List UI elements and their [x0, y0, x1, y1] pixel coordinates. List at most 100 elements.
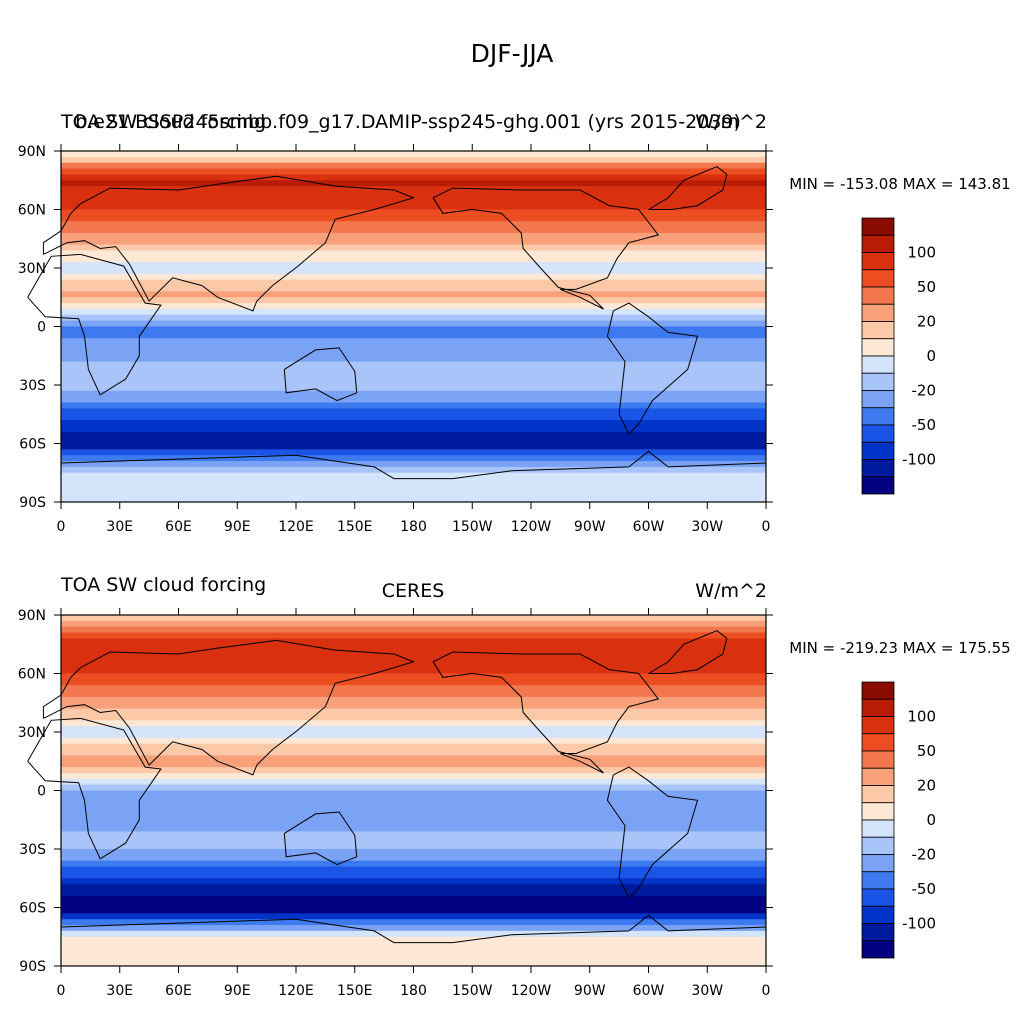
field-band: [61, 209, 766, 216]
field-band: [61, 250, 766, 257]
field-band: [61, 849, 766, 856]
field-band: [61, 930, 766, 938]
field-band: [61, 854, 766, 862]
colorbar-label: 20: [917, 313, 936, 331]
field-band: [61, 837, 766, 844]
field-band: [61, 889, 766, 897]
field-band: [61, 186, 766, 193]
field-band: [61, 919, 766, 926]
field-band: [61, 632, 766, 639]
field-band: [61, 431, 766, 439]
field-band: [61, 437, 766, 445]
colorbar-swatch: [861, 836, 895, 855]
field-band: [61, 755, 766, 762]
panel-title-left: TOA SW cloud forcing: [60, 111, 266, 133]
x-tick-label: 150E: [337, 983, 373, 999]
x-tick-label: 30W: [691, 983, 723, 999]
y-tick-label: 60S: [19, 901, 46, 917]
field-band: [61, 156, 766, 164]
field-band: [61, 332, 766, 339]
field-band: [61, 948, 766, 955]
field-band: [61, 732, 766, 739]
field-band: [61, 344, 766, 351]
field-band: [61, 620, 766, 628]
field-band: [61, 720, 766, 727]
field-band: [61, 778, 766, 786]
colorbar-label: -50: [912, 416, 937, 434]
colorbar-label: -20: [912, 846, 937, 864]
axes-model: 0 30E 60E 90E 120E 150E 180 150W 120W 90W 60W 30W 09…: [18, 144, 773, 535]
coastline: [283, 811, 358, 866]
map-field-model: [27, 151, 767, 503]
field-band: [61, 320, 766, 328]
x-tick-label: 90W: [574, 983, 606, 999]
colorbar-swatch: [861, 854, 895, 873]
colorbar-swatch: [861, 785, 895, 804]
field-band: [61, 638, 766, 645]
field-band: [61, 367, 766, 374]
field-band: [61, 396, 766, 404]
colorbar-label: -20: [912, 382, 937, 400]
x-tick-label: 0: [57, 519, 66, 535]
field-band: [61, 743, 766, 751]
panel-title-center: b.e21.BSSP245smbb.f09_g17.DAMIP-ssp245-g…: [75, 111, 741, 133]
coastline: [283, 347, 358, 402]
colorbar-swatch: [861, 338, 895, 357]
coastline: [42, 639, 416, 776]
colorbar-swatch: [861, 424, 895, 443]
x-tick-label: 90E: [224, 519, 251, 535]
field-band: [61, 802, 766, 809]
y-tick-label: 60S: [19, 437, 46, 453]
field-band: [61, 726, 766, 733]
colorbar-swatch: [861, 871, 895, 890]
coastline: [432, 651, 660, 774]
field-band: [61, 402, 766, 409]
colorbar-label: -100: [902, 915, 936, 933]
field-band: [61, 813, 766, 821]
field-band: [61, 349, 766, 357]
field-band: [61, 151, 766, 158]
x-tick-label: 30W: [691, 519, 723, 535]
y-tick-label: 30S: [19, 378, 46, 394]
panel-model: 0 30E 60E 90E 120E 150E 180 150W 120W 90W 60W 30W 09…: [18, 111, 1011, 535]
colorbar-swatch: [861, 681, 895, 700]
field-band: [61, 650, 766, 657]
x-tick-label: 150E: [337, 519, 373, 535]
colorbar-swatch: [861, 716, 895, 735]
x-tick-label: 180: [400, 519, 427, 535]
y-tick-label: 0: [37, 784, 46, 800]
field-band: [61, 673, 766, 680]
colorbar-label: -50: [912, 880, 937, 898]
coastline: [432, 187, 660, 310]
field-band: [61, 708, 766, 716]
field-band: [61, 355, 766, 363]
y-tick-label: 60N: [18, 667, 46, 683]
colorbar-swatch: [861, 888, 895, 907]
field-band: [61, 942, 766, 950]
field-band: [61, 279, 766, 287]
colorbar-swatch: [861, 234, 895, 253]
field-band: [61, 244, 766, 252]
colorbar-model: 100 50 20 0 -20 -50 -100: [861, 217, 937, 495]
colorbar-swatch: [861, 269, 895, 288]
field-band: [61, 455, 766, 462]
panel-ceres: 0 30E 60E 90E 120E 150E 180 150W 120W 90W 60W 30W 09…: [18, 574, 1011, 999]
field-band: [61, 191, 766, 199]
x-tick-label: 120W: [511, 519, 552, 535]
field-band: [61, 913, 766, 920]
coastline: [606, 302, 699, 435]
field-band: [61, 443, 766, 450]
field-band: [61, 819, 766, 827]
coastline: [648, 166, 728, 210]
field-band: [61, 256, 766, 263]
colorbar-label: 50: [917, 278, 936, 296]
colorbar-swatch: [861, 459, 895, 478]
field-band: [61, 808, 766, 815]
x-tick-label: 180: [400, 983, 427, 999]
field-band: [61, 626, 766, 634]
field-band: [61, 878, 766, 885]
field-band: [61, 420, 766, 427]
colorbar-swatch: [861, 940, 895, 959]
panel-title-center: CERES: [382, 580, 445, 602]
